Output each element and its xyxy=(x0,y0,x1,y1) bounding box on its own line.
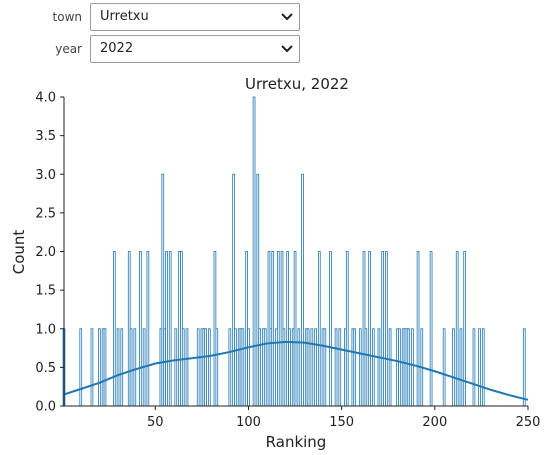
histogram-bar xyxy=(368,251,371,407)
histogram-bar xyxy=(463,251,466,407)
histogram-bar xyxy=(185,328,189,407)
chevron-down-icon xyxy=(281,45,293,53)
histogram-bar xyxy=(353,328,357,407)
y-tick-label: 1.0 xyxy=(35,322,56,337)
bars-group xyxy=(62,96,526,407)
town-label: town xyxy=(52,10,82,24)
histogram-bar xyxy=(452,328,455,407)
ticks-group: 0.0 0.5 1.0 1.5 2.0 2.5 3.0 3.5 4.0 50 100 150 200 25… xyxy=(35,91,540,431)
histogram-bar xyxy=(385,251,388,407)
histogram-bar xyxy=(442,328,446,407)
histogram-bar xyxy=(301,173,304,407)
histogram-bar xyxy=(165,251,168,407)
histogram-bar xyxy=(293,251,297,407)
y-tick-label: 2.0 xyxy=(35,245,56,260)
histogram-bar xyxy=(388,328,392,407)
histogram-bar xyxy=(133,328,137,407)
histogram-bar xyxy=(112,251,116,407)
histogram-bar xyxy=(258,328,261,407)
histogram-bar xyxy=(263,328,267,407)
histogram-bar xyxy=(478,328,481,407)
y-tick-label: 3.0 xyxy=(35,168,56,183)
histogram-bar xyxy=(429,251,433,407)
histogram-bar xyxy=(288,328,291,407)
y-tick-label: 2.5 xyxy=(35,206,56,221)
histogram-bar xyxy=(345,251,349,407)
histogram-bar xyxy=(310,328,314,407)
year-select-value: 2022 xyxy=(100,41,134,56)
histogram-bar xyxy=(168,251,172,407)
histogram-bar xyxy=(196,328,200,407)
histogram-bar xyxy=(297,328,301,407)
histogram-bar xyxy=(398,328,401,407)
histogram-bar xyxy=(116,328,120,407)
histogram-bar xyxy=(338,328,342,407)
histogram-bar xyxy=(204,328,207,407)
histogram-bar xyxy=(120,328,124,407)
histogram-bar xyxy=(276,251,280,407)
histogram-bar xyxy=(329,251,332,407)
histogram-bar xyxy=(323,328,327,407)
histogram-bar xyxy=(334,328,338,407)
histogram-bar xyxy=(252,96,256,407)
histogram-bar xyxy=(282,328,286,407)
chevron-down-icon xyxy=(281,13,293,21)
histogram-bar xyxy=(317,251,321,407)
histogram-bar xyxy=(364,328,368,407)
histogram-bar xyxy=(481,328,485,407)
histogram-bar xyxy=(215,328,219,407)
histogram-bar xyxy=(416,251,420,407)
histogram-bar xyxy=(306,328,310,407)
x-tick-label: 200 xyxy=(422,415,447,430)
histogram-bar xyxy=(98,328,101,407)
histogram-bar xyxy=(377,328,381,407)
histogram-bar xyxy=(228,328,232,407)
y-tick-label: 3.5 xyxy=(35,129,56,144)
histogram-bar xyxy=(234,328,237,407)
year-label: year xyxy=(55,42,82,56)
y-tick-label: 1.5 xyxy=(35,284,56,299)
histogram-bar xyxy=(407,328,411,407)
histogram-bar xyxy=(129,328,133,407)
x-tick-label: 150 xyxy=(329,415,354,430)
histogram-bar xyxy=(411,328,414,407)
histogram-bar xyxy=(247,328,250,407)
kde-curve xyxy=(63,340,529,401)
histogram-bar xyxy=(139,251,142,407)
y-axis-label: Count xyxy=(10,230,28,275)
chart-title: Urretxu, 2022 xyxy=(245,75,349,93)
x-tick-label: 250 xyxy=(516,415,541,430)
histogram-bar xyxy=(314,328,317,407)
town-select[interactable]: Urretxu xyxy=(90,3,300,31)
histogram-bar xyxy=(381,251,384,407)
x-tick-label: 50 xyxy=(147,415,164,430)
histogram-bar xyxy=(372,328,375,407)
histogram-bar xyxy=(459,328,463,407)
histogram-bar xyxy=(90,328,94,407)
town-select-value: Urretxu xyxy=(100,9,149,24)
histogram-bar xyxy=(241,328,245,407)
histogram-bar xyxy=(146,251,150,407)
histogram-bar xyxy=(79,328,83,407)
histogram-bar xyxy=(174,328,178,407)
histogram-bar xyxy=(181,328,185,407)
histogram-bar xyxy=(455,251,459,407)
histogram-bar xyxy=(358,328,362,407)
y-tick-label: 4.0 xyxy=(35,91,56,106)
histogram-bar xyxy=(103,328,107,407)
histogram-bar xyxy=(208,328,211,407)
histogram-bar xyxy=(522,328,526,407)
y-tick-label: 0.5 xyxy=(35,361,56,376)
x-tick-label: 100 xyxy=(236,415,261,430)
y-tick-label: 0.0 xyxy=(35,400,56,415)
histogram-bar xyxy=(472,328,476,407)
histogram-bar xyxy=(271,251,275,407)
x-axis-label: Ranking xyxy=(266,433,327,451)
year-select[interactable]: 2022 xyxy=(90,35,300,63)
